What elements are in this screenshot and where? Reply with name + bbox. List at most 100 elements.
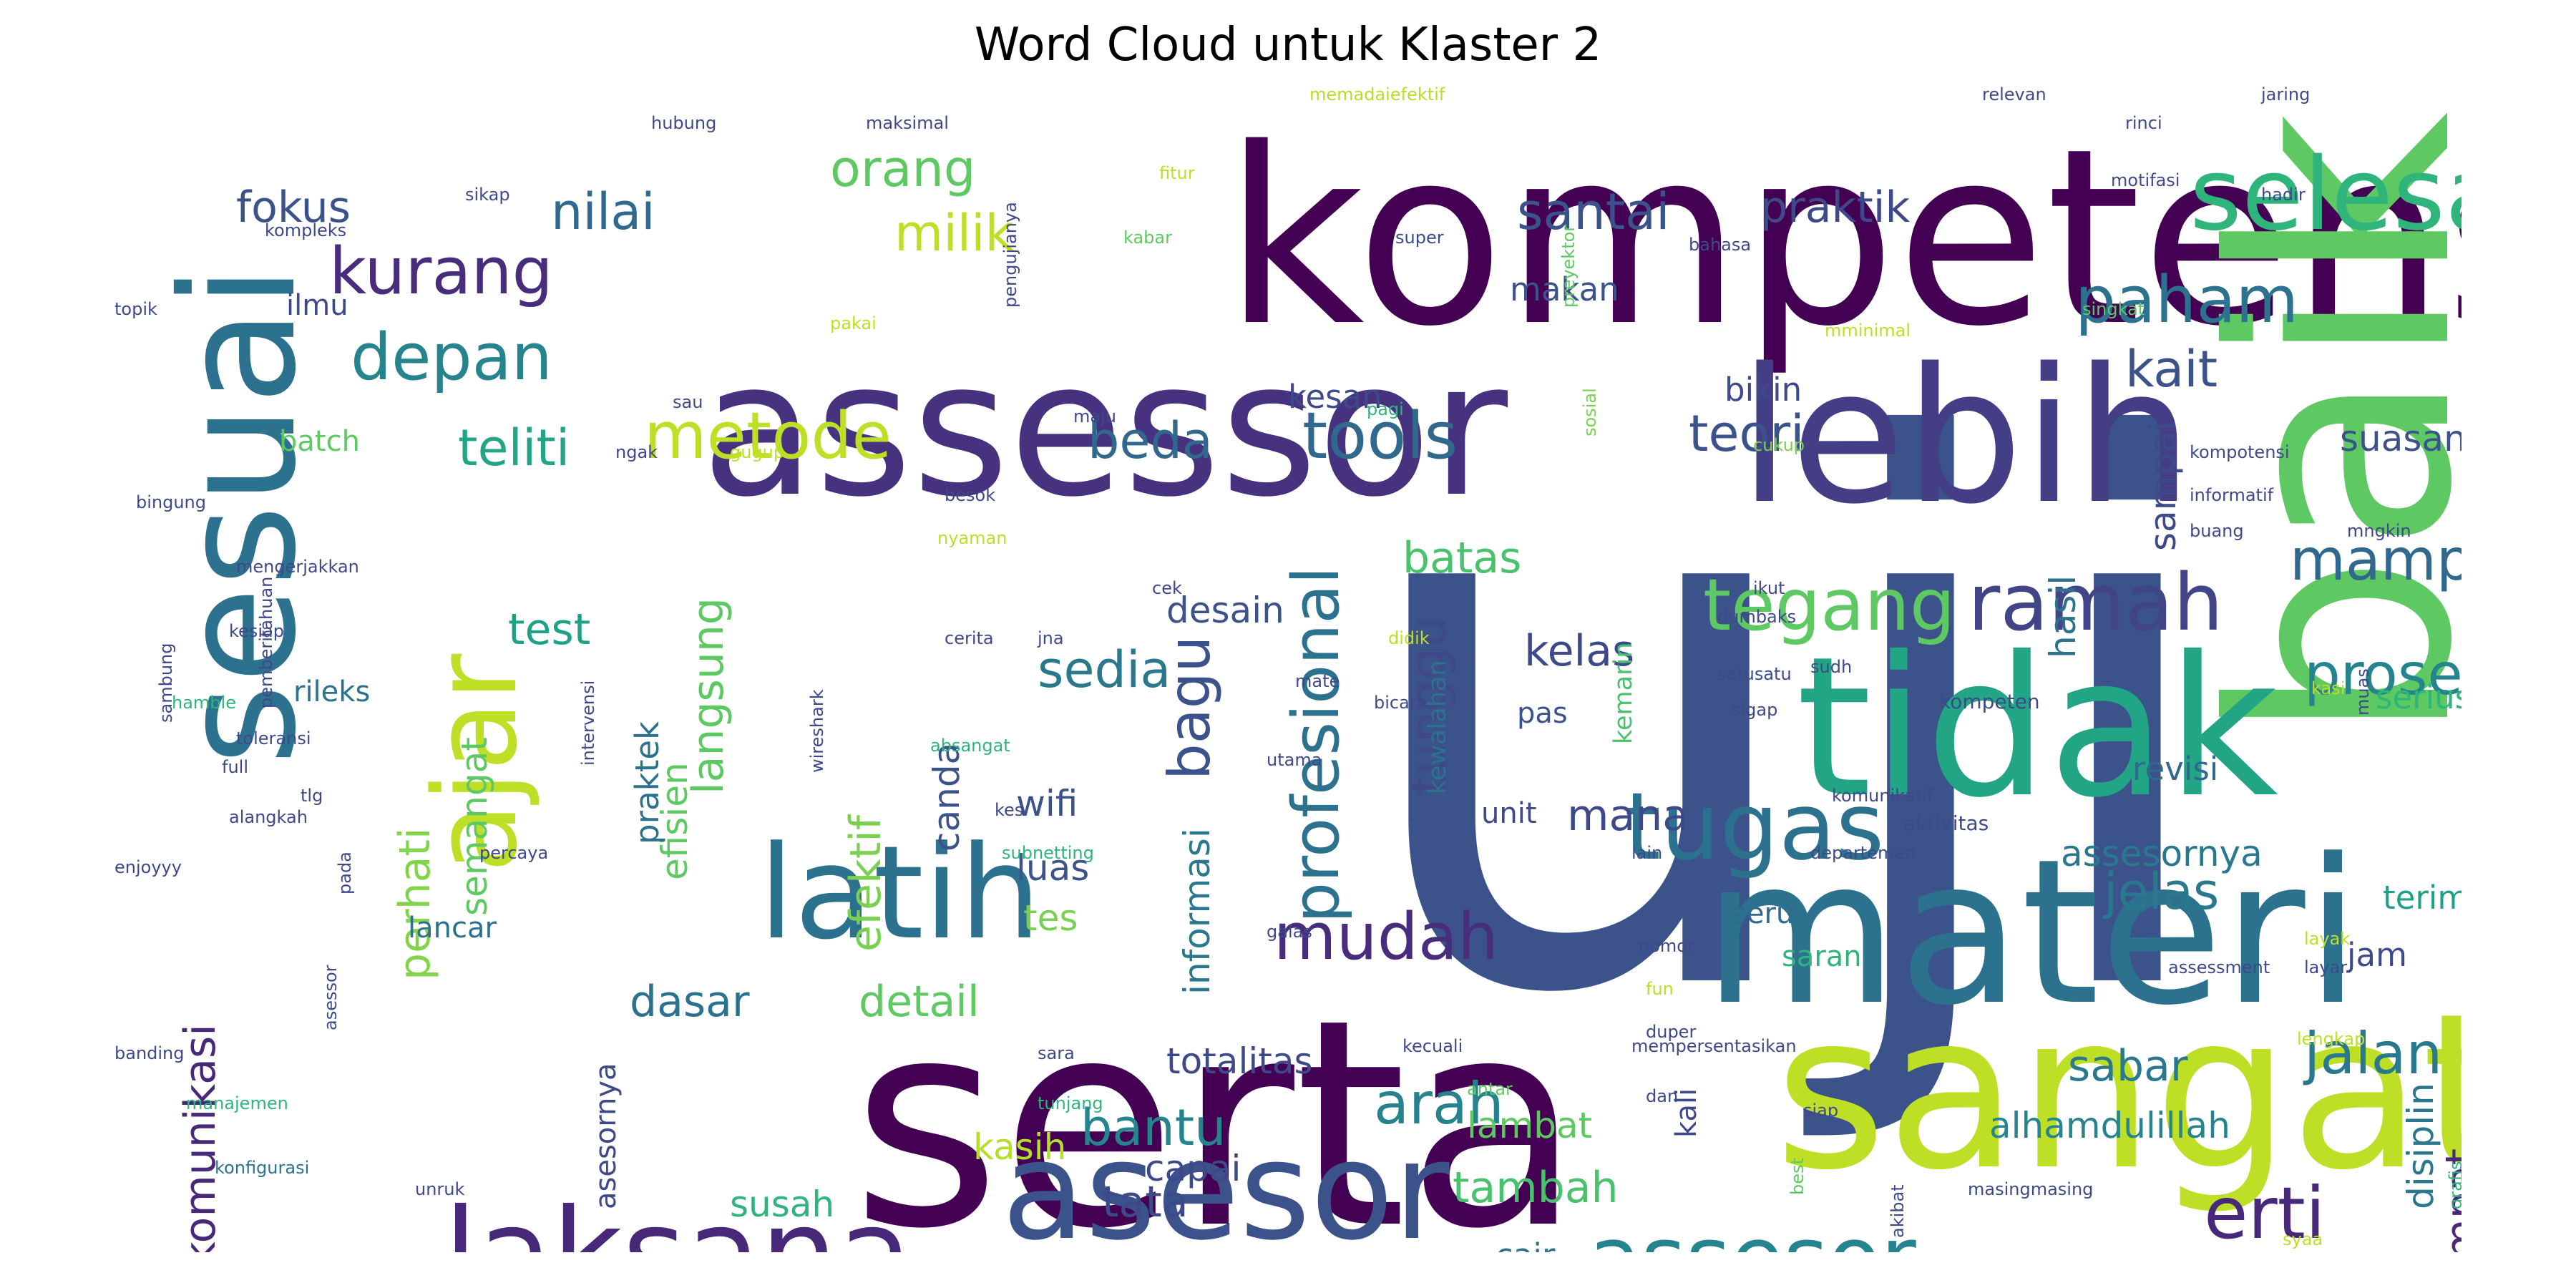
word-asesor: asesor [1002, 1112, 1450, 1252]
word-bikin: bikin [1724, 371, 1802, 409]
word-serta: serta [852, 959, 1582, 1252]
word-ramah: ramah [1968, 557, 2223, 648]
word-singkat: singkat [2082, 299, 2145, 319]
word-serius: serius [2376, 678, 2462, 716]
word-bagu: bagu [1156, 636, 1223, 780]
word-unruk: unruk [415, 1179, 465, 1199]
word-kasih: kasih [973, 1126, 1066, 1168]
word-mampu: mampu [2290, 527, 2462, 593]
word-cair: cair [1496, 1236, 1556, 1252]
word-sau: sau [673, 392, 703, 412]
word-jelas: jelas [2102, 862, 2219, 921]
word-efisien: efisien [654, 762, 696, 880]
word-topik: topik [114, 299, 157, 319]
word-lebih: lebih [1739, 329, 2192, 545]
word-kait: kait [2125, 340, 2218, 399]
word-batch: batch [279, 425, 360, 458]
word-batas: batas [1402, 533, 1521, 583]
word-informatif: informatif [2190, 485, 2274, 505]
word-masingmasing: masingmasing [1968, 1179, 2093, 1199]
word-orang: orang [830, 140, 975, 198]
word-jaring: jaring [2260, 84, 2310, 104]
word-kelas: kelas [1524, 626, 1634, 676]
word-kurang: kurang [329, 234, 553, 309]
word-absangat: absangat [930, 736, 1010, 756]
word-komunikatif: komunikatif [1832, 786, 1933, 806]
word-beda: beda [1088, 411, 1213, 470]
word-muas: muas [2353, 668, 2373, 716]
word-pengujianya: pengujianya [1000, 202, 1020, 308]
word-alangkah: alangkah [229, 807, 308, 827]
word-intervensi: intervensi [578, 680, 598, 766]
word-proses: proses [2304, 641, 2462, 708]
word-hamble: hamble [172, 693, 236, 713]
word-lengkap: lengkap [2297, 1029, 2365, 1049]
word-tugas: tugas [1624, 772, 1884, 881]
word-latih: latih [758, 819, 1041, 968]
word-dumbaks: dumbaks [1717, 607, 1796, 627]
word-didik: didik [1388, 628, 1430, 648]
word-mempersentasikan: mempersentasikan [1631, 1036, 1797, 1056]
word-cukup: cukup [1753, 435, 1805, 455]
word-rinci: rinci [2125, 113, 2162, 133]
word-sudh: sudh [1810, 657, 1852, 677]
word-utama: utama [1267, 750, 1322, 770]
word-layak: layak [2304, 929, 2350, 949]
word-konfigurasi: konfigurasi [215, 1158, 309, 1178]
word-tools: tools [1302, 399, 1458, 474]
word-fitur: fitur [1159, 163, 1195, 183]
word-ajar: ajar [409, 653, 542, 873]
word-seru: seru [1732, 897, 1794, 930]
word-cek: cek [1152, 578, 1182, 598]
word-rileks: rileks [293, 675, 370, 708]
word-lancar: lancar [408, 912, 497, 945]
word-jam: jam [2346, 936, 2407, 974]
word-suasana: suasana [2340, 418, 2462, 459]
word-kesan: kesan [1288, 378, 1382, 416]
word-sesuai: sesuai [147, 265, 331, 766]
word-kesiap: kesiap [229, 621, 284, 641]
word-terima: terima [2383, 879, 2462, 917]
word-luas: luas [1016, 847, 1089, 889]
word-besok: besok [945, 485, 995, 505]
word-antar: antar [1467, 1079, 1513, 1099]
word-kompotensi: kompotensi [2190, 442, 2290, 462]
word-manajemen: manajemen [186, 1093, 288, 1113]
word-teori: teori [1689, 404, 1805, 463]
word-test: test [508, 605, 590, 655]
word-buang: buang [2190, 521, 2244, 541]
word-baik: baik [2169, 112, 2462, 744]
word-assesornya: assesornya [2061, 833, 2263, 874]
word-paham: paham [2075, 263, 2298, 338]
word-hasil: hasil [2042, 575, 2084, 658]
word-sangat: sangat [1775, 967, 2462, 1217]
word-tata: tata [1102, 1177, 1189, 1227]
word-tlg: tlg [301, 786, 323, 806]
word-disiplin: disiplin [2400, 1083, 2441, 1209]
word-totalitas: totalitas [1166, 1040, 1313, 1082]
word-praktek: praktek [628, 721, 666, 844]
word-mngkin: mngkin [2347, 521, 2411, 541]
word-toleransi: toleransi [236, 728, 311, 748]
word-kecuali: kecuali [1402, 1036, 1463, 1056]
word-bantu: bantu [1080, 1098, 1226, 1157]
word-assessor: assessor [701, 322, 1510, 538]
word-departemen: departemen [1810, 843, 1916, 863]
word-sosial: sosial [1580, 388, 1600, 436]
word-erti: erti [2204, 1171, 2326, 1252]
word-semangat: semangat [454, 737, 495, 916]
word-duper: duper [1646, 1022, 1696, 1042]
word-profesional: profesional [1279, 567, 1354, 923]
word-capai: capai [1145, 1148, 1241, 1189]
word-preyektor: preyektor [1558, 225, 1579, 308]
word-revisi: revisi [2132, 750, 2218, 788]
word-santai: santai [1517, 182, 1670, 241]
word-full: full [222, 757, 248, 777]
word-ilmu: ilmu [286, 289, 348, 322]
word-mate: mate [1295, 671, 1340, 691]
word-wifi: wifi [1016, 783, 1078, 824]
word-sedia: sedia [1038, 640, 1171, 699]
word-assessment: assessment [2168, 957, 2270, 977]
word-relevan: relevan [1982, 84, 2046, 104]
word-depan: depan [351, 320, 552, 395]
